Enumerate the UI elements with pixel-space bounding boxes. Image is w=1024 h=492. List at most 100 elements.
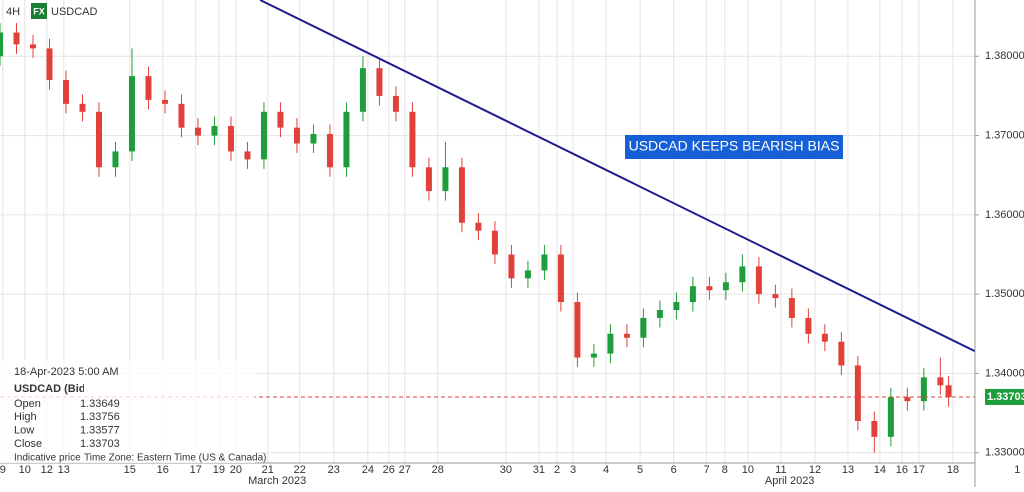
- candle-body: [788, 298, 795, 318]
- candle-body: [458, 167, 465, 223]
- candle-body: [541, 254, 548, 271]
- last-price-label: 1.33703: [987, 391, 1024, 403]
- candle-body: [244, 151, 251, 160]
- info-footer: Indicative price: [14, 453, 81, 464]
- info-instrument: USDCAD (Bid): [14, 383, 89, 395]
- candle-body: [887, 397, 894, 437]
- candle-body: [854, 365, 861, 421]
- info-label: Open: [14, 398, 41, 410]
- candle-body: [871, 420, 878, 437]
- x-tick-label: 14: [874, 464, 886, 476]
- candle-body: [46, 48, 53, 81]
- x-tick-label: 11: [775, 464, 786, 476]
- candle-body: [29, 44, 36, 49]
- candle-body: [772, 294, 779, 299]
- x-tick-label: 7: [704, 464, 710, 476]
- candle-body: [62, 80, 69, 104]
- x-tick-label: 30: [500, 464, 512, 476]
- x-tick-label: 26: [383, 464, 395, 476]
- y-tick-label: 1.33000: [985, 447, 1024, 459]
- candle-body: [838, 341, 845, 366]
- info-label: Close: [14, 438, 42, 450]
- candle-body: [392, 95, 399, 112]
- x-tick-label: 13: [58, 464, 70, 476]
- candle-body: [128, 76, 135, 152]
- x-tick-label: 10: [742, 464, 754, 476]
- month-label: March 2023: [248, 475, 306, 487]
- info-value: 1.33577: [80, 425, 120, 437]
- info-panel: [0, 360, 255, 463]
- candle-body: [607, 333, 614, 354]
- candle-body: [475, 222, 482, 231]
- x-tick-label: 1: [1014, 464, 1020, 476]
- x-tick-label: 23: [328, 464, 340, 476]
- annotation-bg: [625, 135, 843, 159]
- y-tick-label: 1.34000: [985, 367, 1024, 379]
- info-footer: Time Zone: Eastern Time (US & Canada): [84, 453, 266, 464]
- x-tick-label: 9: [0, 464, 6, 476]
- x-tick-label: 24: [362, 464, 374, 476]
- candle-body: [673, 302, 680, 310]
- x-tick-label: 2: [554, 464, 560, 476]
- y-tick-label: 1.37000: [985, 129, 1024, 141]
- candle-body: [293, 127, 300, 144]
- candle-body: [821, 333, 828, 342]
- x-tick-label: 16: [157, 464, 169, 476]
- info-value: 1.33756: [80, 411, 120, 423]
- candle-body: [491, 230, 498, 255]
- x-tick-label: 19: [213, 464, 225, 476]
- x-tick-label: 4: [603, 464, 609, 476]
- candle-body: [656, 309, 663, 318]
- candle-body: [376, 68, 383, 96]
- x-tick-label: 21: [262, 464, 274, 476]
- y-tick-label: 1.36000: [985, 209, 1024, 221]
- candle-body: [343, 111, 350, 168]
- x-tick-label: 12: [809, 464, 821, 476]
- x-tick-label: 27: [399, 464, 411, 476]
- candle-body: [79, 103, 86, 112]
- info-datetime: 18-Apr-2023 5:00 AM: [14, 366, 119, 378]
- y-tick-label: 1.38000: [985, 50, 1024, 62]
- candle-body: [524, 270, 531, 279]
- candle-body: [722, 282, 729, 291]
- candle-body: [706, 286, 713, 291]
- y-tick-label: 1.35000: [985, 288, 1024, 300]
- candle-body: [178, 103, 185, 128]
- candle-body: [739, 266, 746, 283]
- badge: FX: [33, 6, 45, 16]
- x-tick-label: 12: [41, 464, 53, 476]
- candle-body: [689, 286, 696, 303]
- info-value: 1.33649: [80, 398, 120, 410]
- candle-body: [13, 32, 20, 45]
- x-tick-label: 17: [190, 464, 202, 476]
- candle-body: [805, 317, 812, 334]
- candle-body: [945, 385, 952, 398]
- candle-body: [623, 333, 630, 338]
- candle-body: [260, 111, 267, 160]
- candle-body: [442, 167, 449, 192]
- x-tick-label: 8: [722, 464, 728, 476]
- candle-body: [161, 99, 168, 104]
- timeframe: 4H: [6, 6, 20, 18]
- x-tick-label: 17: [913, 464, 925, 476]
- candle-body: [211, 126, 218, 136]
- candle-body: [508, 254, 515, 279]
- month-label: April 2023: [765, 475, 815, 487]
- x-tick-label: 20: [230, 464, 242, 476]
- info-label: High: [14, 411, 37, 423]
- candle-body: [145, 76, 152, 100]
- candle-body: [194, 127, 201, 136]
- candle-body: [95, 111, 102, 168]
- candle-body: [590, 353, 597, 358]
- candle-body: [0, 32, 3, 57]
- x-tick-label: 15: [124, 464, 136, 476]
- candle-body: [920, 377, 927, 402]
- x-tick-label: 16: [896, 464, 908, 476]
- candle-body: [227, 126, 234, 152]
- x-tick-label: 10: [19, 464, 31, 476]
- x-tick-label: 31: [533, 464, 545, 476]
- x-tick-label: 6: [671, 464, 677, 476]
- x-tick-label: 28: [432, 464, 444, 476]
